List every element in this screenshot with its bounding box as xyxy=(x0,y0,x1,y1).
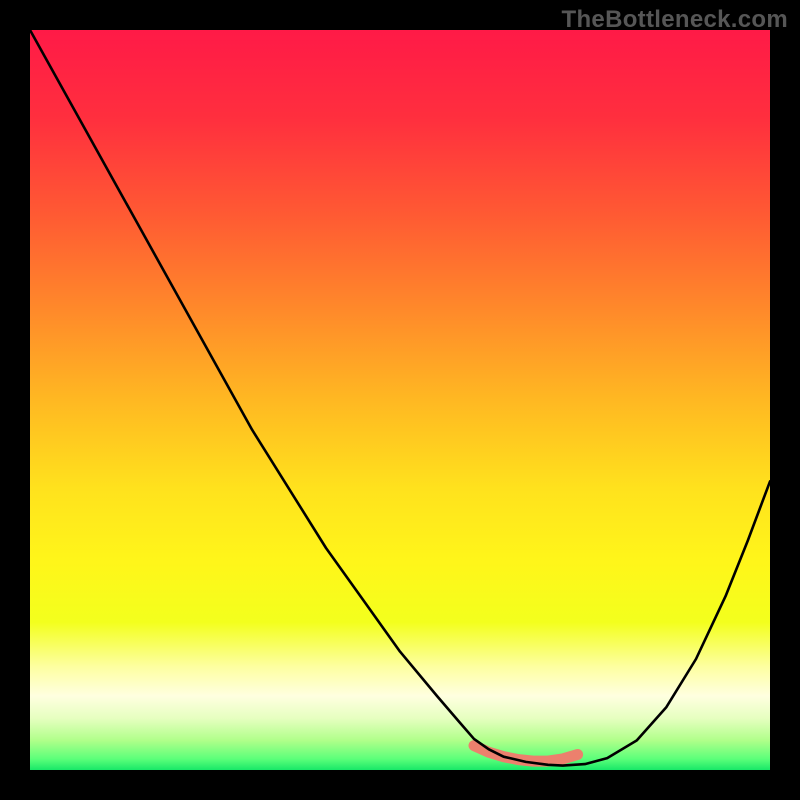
plot-background xyxy=(30,30,770,770)
chart-frame: TheBottleneck.com xyxy=(0,0,800,800)
bottleneck-plot xyxy=(0,0,800,800)
watermark-text: TheBottleneck.com xyxy=(562,6,788,34)
